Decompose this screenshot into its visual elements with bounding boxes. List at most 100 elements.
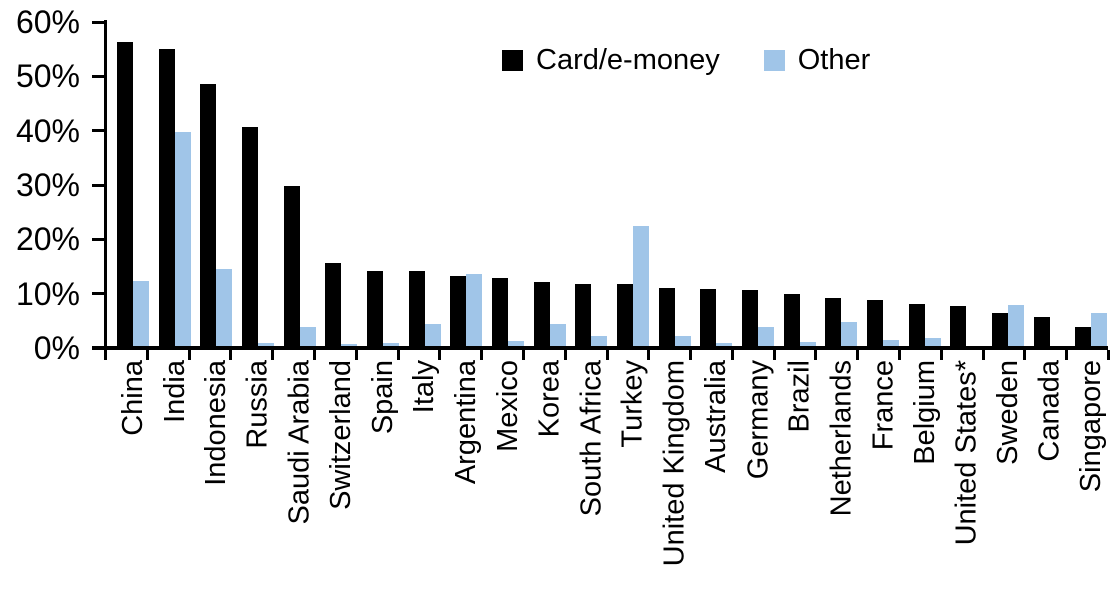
y-axis-tick [92,20,105,24]
y-axis-tick [92,183,105,187]
bar-group-italy [404,22,446,348]
x-axis-label-text: Italy [408,360,441,414]
x-axis-label-text: South Africa [575,360,608,517]
y-axis-tick [92,129,105,133]
legend-item-card-e-money: Card/e-money [502,44,720,76]
bar-card-e-money-india [158,48,175,348]
bar-other-singapore [1091,312,1108,348]
bar-other-china [132,281,149,348]
bar-other-belgium [924,337,941,348]
x-axis-tick [521,350,525,360]
bar-other-indonesia [216,269,233,348]
bar-card-e-money-mexico [491,277,508,348]
x-axis-tick [104,350,107,360]
bar-other-italy [424,323,441,348]
bar-group-france [862,22,904,348]
bar-card-e-money-canada [1033,316,1050,348]
x-axis-tick [647,350,651,360]
x-axis-label-text: Germany [741,360,774,480]
bar-card-e-money-germany [741,290,758,348]
x-axis-labels: China India Indonesia Russia Saudi Arabia Swi… [112,360,1112,594]
x-axis-tick [312,350,316,360]
bar-other-mexico [507,341,524,348]
x-axis-ticks [104,350,1110,360]
x-axis-line [92,346,1108,350]
x-axis-tick [730,350,734,360]
x-axis-label-text: Spain [366,360,399,435]
bar-group-turkey [612,22,654,348]
legend-label-card-e-money: Card/e-money [536,44,720,76]
x-axis-label-text: United States* [950,360,983,546]
x-axis-tick [772,350,776,360]
x-axis-label-text: India [158,360,191,423]
bar-group-south-africa [570,22,612,348]
bar-other-netherlands [841,321,858,348]
x-axis-tick [856,350,860,360]
x-axis-label-text: China [116,360,149,436]
bar-other-united-kingdom [674,335,691,348]
bar-card-e-money-singapore [1075,326,1092,348]
bar-group-sweden [987,22,1029,348]
bar-card-e-money-saudi-arabia [283,185,300,348]
bar-card-e-money-australia [700,289,717,348]
bar-other-spain [382,343,399,348]
x-axis-tick [605,350,609,360]
x-axis-label-text: United Kingdom [658,360,691,567]
x-axis-label-text: Netherlands [825,360,858,517]
bar-card-e-money-sweden [991,313,1008,348]
bar-other-korea [549,323,566,348]
y-axis-label: 30% [15,167,80,203]
y-axis-line [104,20,107,348]
x-axis-tick [438,350,442,360]
x-axis-label-text: Indonesia [200,360,233,486]
x-axis-tick [1065,350,1069,360]
legend-item-other: Other [763,44,871,76]
bar-card-e-money-italy [408,271,425,348]
bar-group-argentina [445,22,487,348]
bar-group-united-kingdom [654,22,696,348]
y-axis-label: 10% [15,275,80,312]
x-axis-label-text: Russia [241,360,274,449]
x-axis-label-text: Turkey [616,360,649,448]
bar-other-australia [716,342,733,348]
bar-card-e-money-switzerland [325,263,342,348]
bar-card-e-money-argentina [450,275,467,348]
x-axis-tick [939,350,943,360]
bar-card-e-money-spain [366,270,383,348]
legend-swatch-other [763,49,785,71]
x-axis-label-text: Mexico [491,360,524,452]
y-axis-label: 40% [15,112,80,149]
x-axis-label-text: Brazil [783,360,816,433]
x-axis-tick [1107,350,1110,360]
bar-group-saudi-arabia [279,22,321,348]
x-axis-tick [187,350,191,360]
legend-label-other: Other [797,44,871,76]
legend: Card/e-money Other [502,44,870,76]
x-axis-label-text: Saudi Arabia [283,360,316,525]
x-axis-tick [563,350,567,360]
bar-group-india [154,22,196,348]
x-axis-tick [689,350,693,360]
x-axis-label-text: Korea [533,360,566,438]
bar-other-sweden [1007,305,1024,348]
x-axis-label-text: Argentina [450,360,483,485]
bar-group-korea [529,22,571,348]
bar-card-e-money-netherlands [825,298,842,348]
bar-other-germany [757,326,774,348]
x-axis-tick [480,350,484,360]
x-axis-tick [1023,350,1027,360]
y-axis-labels: 0% 10% 20% 30% 40% 50% 60% [0,0,80,594]
bar-group-belgium [904,22,946,348]
x-axis-label-text: Belgium [908,360,941,465]
bar-group-china [112,22,154,348]
bar-group-canada [1029,22,1071,348]
x-axis-tick [898,350,902,360]
bar-group-united-states [945,22,987,348]
bar-card-e-money-united-states [950,305,967,348]
y-axis-ticks [0,0,120,594]
bar-other-south-africa [591,335,608,348]
bar-other-france [882,339,899,348]
y-axis-tick [92,292,105,296]
x-axis-tick [229,350,233,360]
